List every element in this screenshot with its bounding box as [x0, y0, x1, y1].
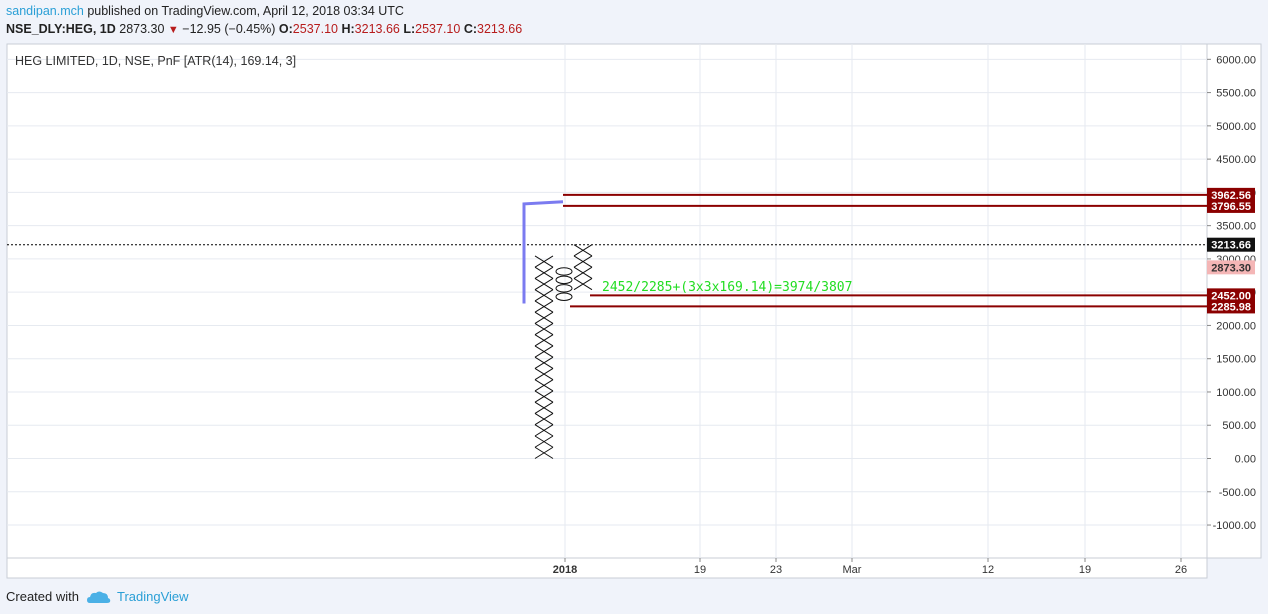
last-price: 2873.30	[119, 22, 165, 36]
trend-polyline[interactable]	[522, 200, 564, 304]
price-tick-label: 5000.00	[1216, 121, 1256, 133]
x-box	[534, 368, 554, 381]
x-box	[534, 266, 554, 279]
price-tick-label: -1000.00	[1213, 520, 1256, 532]
x-box	[573, 278, 593, 291]
level-price-tag: 3962.56	[1211, 190, 1251, 202]
high-label: H:	[341, 22, 355, 36]
time-axis-panel	[6, 557, 1208, 579]
price-tick-label: 3500.00	[1216, 221, 1256, 233]
x-box	[534, 300, 554, 313]
x-box	[534, 446, 554, 459]
trend-line[interactable]	[522, 200, 564, 304]
x-box	[573, 255, 593, 268]
x-box	[534, 413, 554, 426]
close-label: C:	[463, 22, 478, 36]
time-tick-label: Mar	[843, 564, 862, 576]
tradingview-cloud-icon	[86, 591, 111, 603]
x-box	[534, 401, 554, 414]
current-price-tag-bg	[1207, 237, 1255, 252]
level-price-tag: 3796.55	[1211, 201, 1251, 213]
down-arrow-icon: ▼	[167, 24, 179, 36]
last-price-tag-bg	[1207, 260, 1255, 275]
published-text: published on TradingView.com, April 12, …	[87, 4, 404, 18]
x-box	[534, 356, 554, 369]
symbol-label: NSE_DLY:HEG, 1D	[6, 22, 116, 36]
level-annotation: 2452/2285+(3x3x169.14)=3974/3807	[602, 280, 852, 295]
last-price-tag: 2873.30	[1211, 262, 1251, 274]
time-tick-label: 23	[770, 564, 782, 576]
price-tick-label: 4500.00	[1216, 154, 1256, 166]
tradingview-brand-link[interactable]: TradingView	[116, 589, 189, 604]
chart-panel	[6, 43, 1208, 559]
x-box	[534, 424, 554, 437]
level-price-tag-bg	[1207, 299, 1255, 314]
price-tick-label: 1000.00	[1216, 387, 1256, 399]
price-tick-label: 2000.00	[1216, 320, 1256, 332]
grid	[7, 44, 1207, 558]
x-box	[534, 379, 554, 392]
level-price-tag: 2452.00	[1211, 290, 1251, 302]
time-axis[interactable]: 2018 19 23 Mar 12 19 26	[553, 558, 1187, 576]
time-tick-label: 19	[694, 564, 706, 576]
x-box	[534, 435, 554, 448]
level-price-tag-bg	[1207, 198, 1255, 213]
low-label: L:	[403, 22, 416, 36]
price-tick-label: -500.00	[1219, 487, 1256, 499]
open-value: 2537.10	[292, 22, 338, 36]
x-box	[534, 345, 554, 358]
high-value: 3213.66	[354, 22, 400, 36]
time-tick-label: 19	[1079, 564, 1091, 576]
publish-line: sandipan.mch published on TradingView.co…	[6, 4, 404, 18]
price-tick-label: 5500.00	[1216, 88, 1256, 100]
o-box	[555, 275, 573, 285]
price-tick-label: 0.00	[1235, 454, 1256, 466]
level-price-tag: 2285.98	[1211, 301, 1251, 313]
x-box	[573, 266, 593, 279]
author-link[interactable]: sandipan.mch	[6, 4, 84, 18]
level-price-tag-bg	[1207, 187, 1255, 202]
level-price-tag-bg	[1207, 288, 1255, 303]
x-box	[534, 278, 554, 291]
ohlc-line: NSE_DLY:HEG, 1D 2873.30 ▼ −12.95 (−0.45%…	[6, 22, 522, 36]
x-box	[534, 255, 554, 268]
x-box	[534, 311, 554, 324]
current-price-tag: 3213.66	[1211, 240, 1251, 252]
x-box	[534, 289, 554, 302]
time-tick-label: 2018	[553, 564, 577, 576]
price-tick-label: 1500.00	[1216, 354, 1256, 366]
close-value: 3213.66	[477, 22, 523, 36]
price-change: −12.95 (−0.45%)	[182, 22, 276, 36]
time-tick-label: 12	[982, 564, 994, 576]
level-lines	[7, 193, 1207, 308]
x-box	[534, 334, 554, 347]
footer: Created with TradingView	[6, 589, 189, 604]
low-value: 2537.10	[415, 22, 461, 36]
created-with-label: Created with	[6, 589, 79, 604]
time-tick-label: 26	[1175, 564, 1187, 576]
x-box	[573, 244, 593, 257]
x-box	[534, 390, 554, 403]
o-box	[555, 292, 573, 301]
x-box	[534, 323, 554, 336]
o-box	[555, 267, 573, 276]
chart-title: HEG LIMITED, 1D, NSE, PnF [ATR(14), 169.…	[15, 54, 296, 68]
pnf-columns	[534, 244, 593, 459]
price-tick-label: 500.00	[1222, 420, 1256, 432]
open-label: O:	[278, 22, 293, 36]
price-tick-label: 6000.00	[1216, 54, 1256, 66]
o-box	[555, 284, 573, 293]
